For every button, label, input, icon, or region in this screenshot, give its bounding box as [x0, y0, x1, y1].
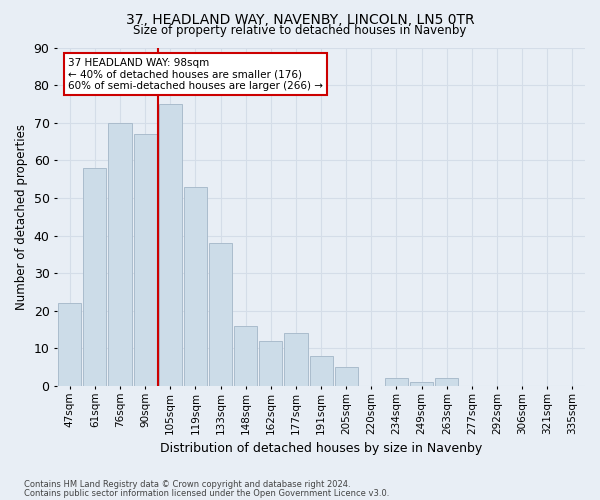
Bar — [385, 378, 408, 386]
Bar — [134, 134, 157, 386]
Bar — [284, 334, 308, 386]
Bar — [83, 168, 106, 386]
Text: Contains public sector information licensed under the Open Government Licence v3: Contains public sector information licen… — [24, 489, 389, 498]
Text: 37 HEADLAND WAY: 98sqm
← 40% of detached houses are smaller (176)
60% of semi-de: 37 HEADLAND WAY: 98sqm ← 40% of detached… — [68, 58, 323, 91]
Bar — [234, 326, 257, 386]
Bar — [184, 186, 207, 386]
Bar — [335, 367, 358, 386]
Bar — [410, 382, 433, 386]
Bar — [310, 356, 332, 386]
Bar — [435, 378, 458, 386]
Text: Contains HM Land Registry data © Crown copyright and database right 2024.: Contains HM Land Registry data © Crown c… — [24, 480, 350, 489]
Y-axis label: Number of detached properties: Number of detached properties — [15, 124, 28, 310]
Text: 37, HEADLAND WAY, NAVENBY, LINCOLN, LN5 0TR: 37, HEADLAND WAY, NAVENBY, LINCOLN, LN5 … — [125, 12, 475, 26]
Bar — [159, 104, 182, 386]
Bar — [58, 303, 82, 386]
X-axis label: Distribution of detached houses by size in Navenby: Distribution of detached houses by size … — [160, 442, 482, 455]
Text: Size of property relative to detached houses in Navenby: Size of property relative to detached ho… — [133, 24, 467, 37]
Bar — [259, 341, 283, 386]
Bar — [109, 122, 131, 386]
Bar — [209, 243, 232, 386]
